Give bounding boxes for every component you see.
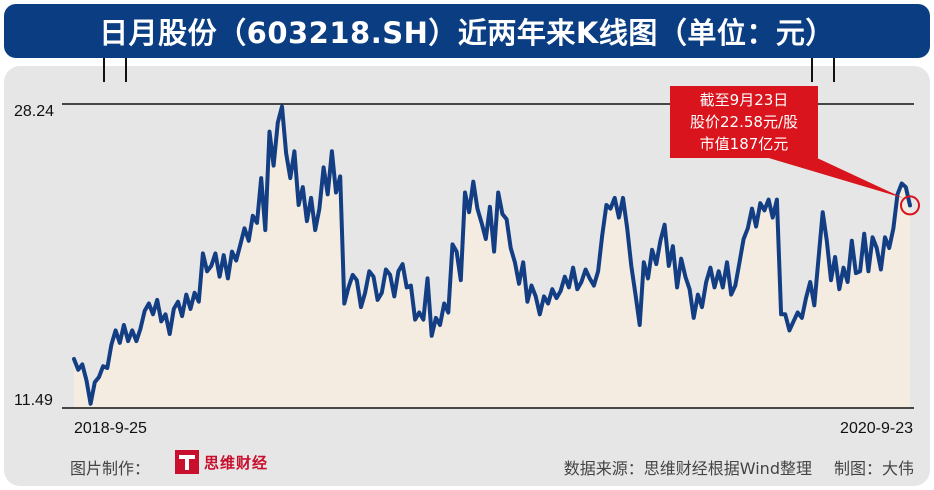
price-area-fill (74, 106, 910, 408)
latest-price-marker (900, 195, 920, 216)
latest-price-callout: 截至9月23日 股价22.58元/股 市值187亿元 (670, 86, 818, 158)
annotation-pointer (742, 150, 903, 198)
footer-credits: 数据来源：思维财经根据Wind整理 制图：大伟 (564, 455, 914, 479)
callout-price: 股价22.58元/股 (690, 113, 798, 131)
logo-text: 思维财经 (204, 453, 269, 472)
publisher-logo: 思维财经 (175, 450, 268, 474)
x-tick-label-start: 2018-9-25 (74, 420, 147, 437)
data-source: 数据来源：思维财经根据Wind整理 (563, 459, 812, 478)
callout-date: 截至9月23日 (699, 91, 789, 109)
price-line (72, 104, 912, 406)
callout-market-cap: 市值187亿元 (699, 135, 789, 153)
chart-author: 制图：大伟 (833, 459, 914, 478)
x-tick-label-end: 2020-9-23 (840, 420, 913, 437)
logo-icon (175, 450, 199, 474)
y-tick-label-max: 28.24 (14, 103, 54, 120)
y-tick-label-min: 11.49 (14, 392, 53, 409)
chart-title: 日月股份（603218.SH）近两年来K线图（单位：元） (4, 4, 930, 58)
image-credit-label: 图片制作： (70, 459, 151, 478)
